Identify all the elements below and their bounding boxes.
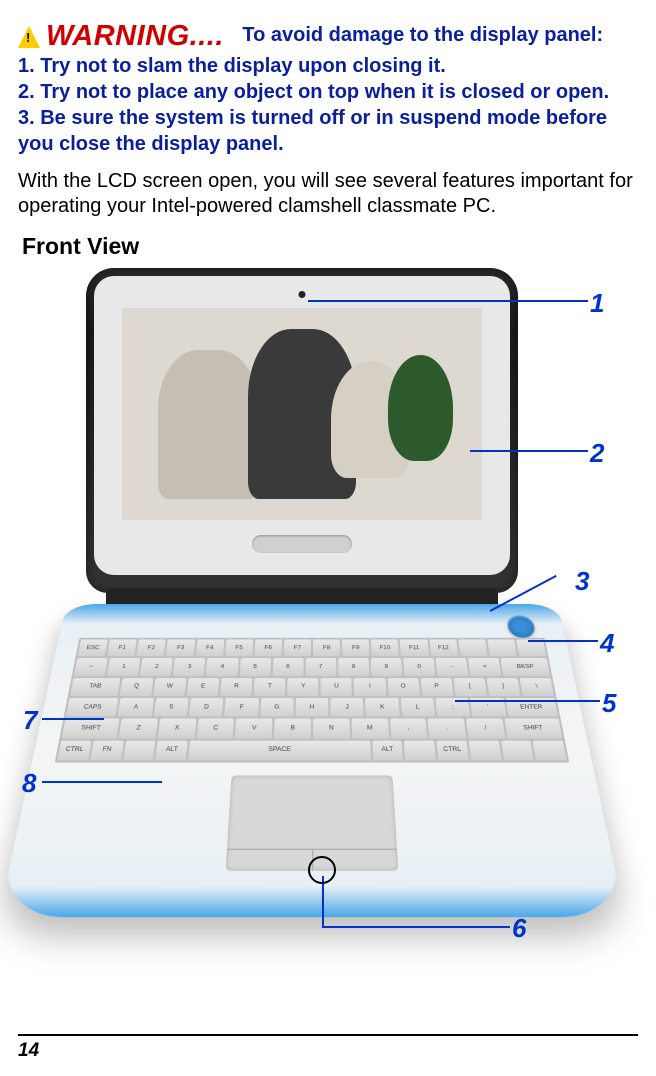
laptop-illustration: ESCF1F2F3F4F5F6F7F8F9F10F11F12~123456789… xyxy=(76,268,556,908)
warning-item: 2. Try not to place any object on top wh… xyxy=(18,79,638,105)
front-view-figure: ESCF1F2F3F4F5F6F7F8F9F10F11F12~123456789… xyxy=(20,268,637,948)
callout-6-marker xyxy=(308,856,336,884)
webcam-dot xyxy=(299,291,306,298)
leader-8 xyxy=(42,781,162,783)
warning-intro: To avoid damage to the display panel: xyxy=(242,24,603,46)
warning-block: WARNING.... To avoid damage to the displ… xyxy=(18,20,638,157)
power-button xyxy=(506,616,536,638)
warning-triangle-icon xyxy=(18,26,40,48)
leader-2 xyxy=(470,450,588,452)
leader-7 xyxy=(42,718,104,720)
callout-num-8: 8 xyxy=(22,768,36,799)
warning-badge: WARNING.... xyxy=(18,20,224,53)
callout-num-3: 3 xyxy=(575,566,589,597)
screen-wallpaper xyxy=(122,308,482,520)
laptop-lid xyxy=(86,268,518,593)
body-paragraph: With the LCD screen open, you will see s… xyxy=(18,169,638,219)
warning-word: WARNING.... xyxy=(46,20,224,53)
callout-num-1: 1 xyxy=(590,288,604,319)
leader-4 xyxy=(528,640,598,642)
brand-plate xyxy=(252,535,352,553)
callout-num-7: 7 xyxy=(23,705,37,736)
warning-item: 1. Try not to slam the display upon clos… xyxy=(18,53,638,79)
callout-num-6: 6 xyxy=(512,913,526,944)
page-footer: 14 xyxy=(18,1034,638,1062)
callout-num-4: 4 xyxy=(600,628,614,659)
callout-num-2: 2 xyxy=(590,438,604,469)
page-number: 14 xyxy=(18,1040,39,1061)
warning-list: 1. Try not to slam the display upon clos… xyxy=(18,53,638,157)
callout-num-5: 5 xyxy=(602,688,616,719)
screen-bezel xyxy=(94,276,510,575)
leader-6 xyxy=(322,926,510,928)
touchpad xyxy=(226,775,399,870)
leader-5 xyxy=(455,700,600,702)
lcd-screen xyxy=(122,308,482,520)
section-heading: Front View xyxy=(22,233,638,260)
warning-item: 3. Be sure the system is turned off or i… xyxy=(18,105,638,157)
leader-1 xyxy=(308,300,588,302)
